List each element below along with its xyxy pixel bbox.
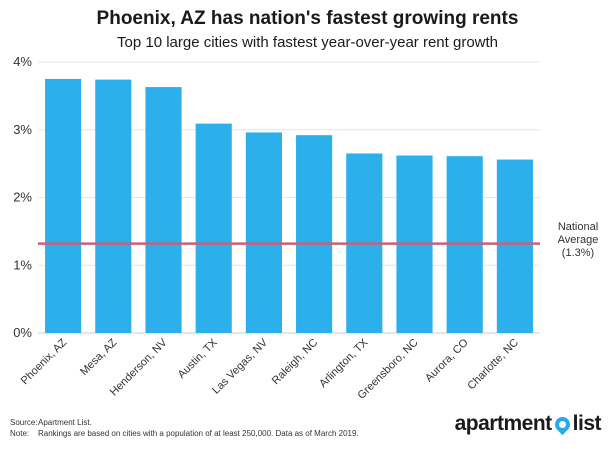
bar — [245, 132, 282, 333]
apartment-list-logo: apartment list — [454, 412, 602, 436]
x-tick-label: Austin, TX — [176, 336, 221, 381]
y-tick-label: 1% — [13, 257, 32, 272]
national-average-label: (1.3%) — [562, 247, 594, 259]
source-text: Apartment List. — [38, 418, 92, 427]
x-tick-label: Aurora, CO — [423, 336, 471, 384]
logo-text-left: apartment — [454, 412, 553, 435]
y-tick-label: 2% — [13, 190, 32, 205]
x-tick-label: Phoenix, AZ — [19, 336, 70, 387]
bar — [45, 78, 82, 333]
national-average-label: National — [558, 221, 598, 233]
bar — [296, 135, 333, 333]
x-tick-label: Arlington, TX — [317, 336, 371, 390]
bar — [496, 159, 533, 333]
x-tick-label: Charlotte, NC — [465, 337, 521, 393]
bar — [195, 123, 232, 333]
y-tick-label: 4% — [13, 54, 32, 69]
y-tick-label: 0% — [13, 325, 32, 340]
x-tick-label: Mesa, AZ — [78, 336, 120, 378]
source-note: Source:Apartment List. — [10, 418, 92, 427]
x-tick-label: Raleigh, NC — [270, 337, 320, 387]
chart-subtitle: Top 10 large cities with fastest year-ov… — [117, 34, 498, 51]
note-label: Note: — [10, 429, 30, 438]
footnote: Note: Rankings are based on cities with a… — [10, 429, 359, 438]
source-label: Source: — [10, 418, 38, 427]
chart-title: Phoenix, AZ has nation's fastest growing… — [96, 8, 519, 29]
bar — [145, 87, 182, 333]
bar — [95, 79, 132, 334]
y-tick-label: 3% — [13, 122, 32, 137]
location-pin-icon — [551, 413, 573, 435]
note-text: Rankings are based on cities with a popu… — [38, 429, 359, 438]
national-average-label: Average — [558, 234, 599, 246]
logo-text-right: list — [572, 412, 602, 435]
